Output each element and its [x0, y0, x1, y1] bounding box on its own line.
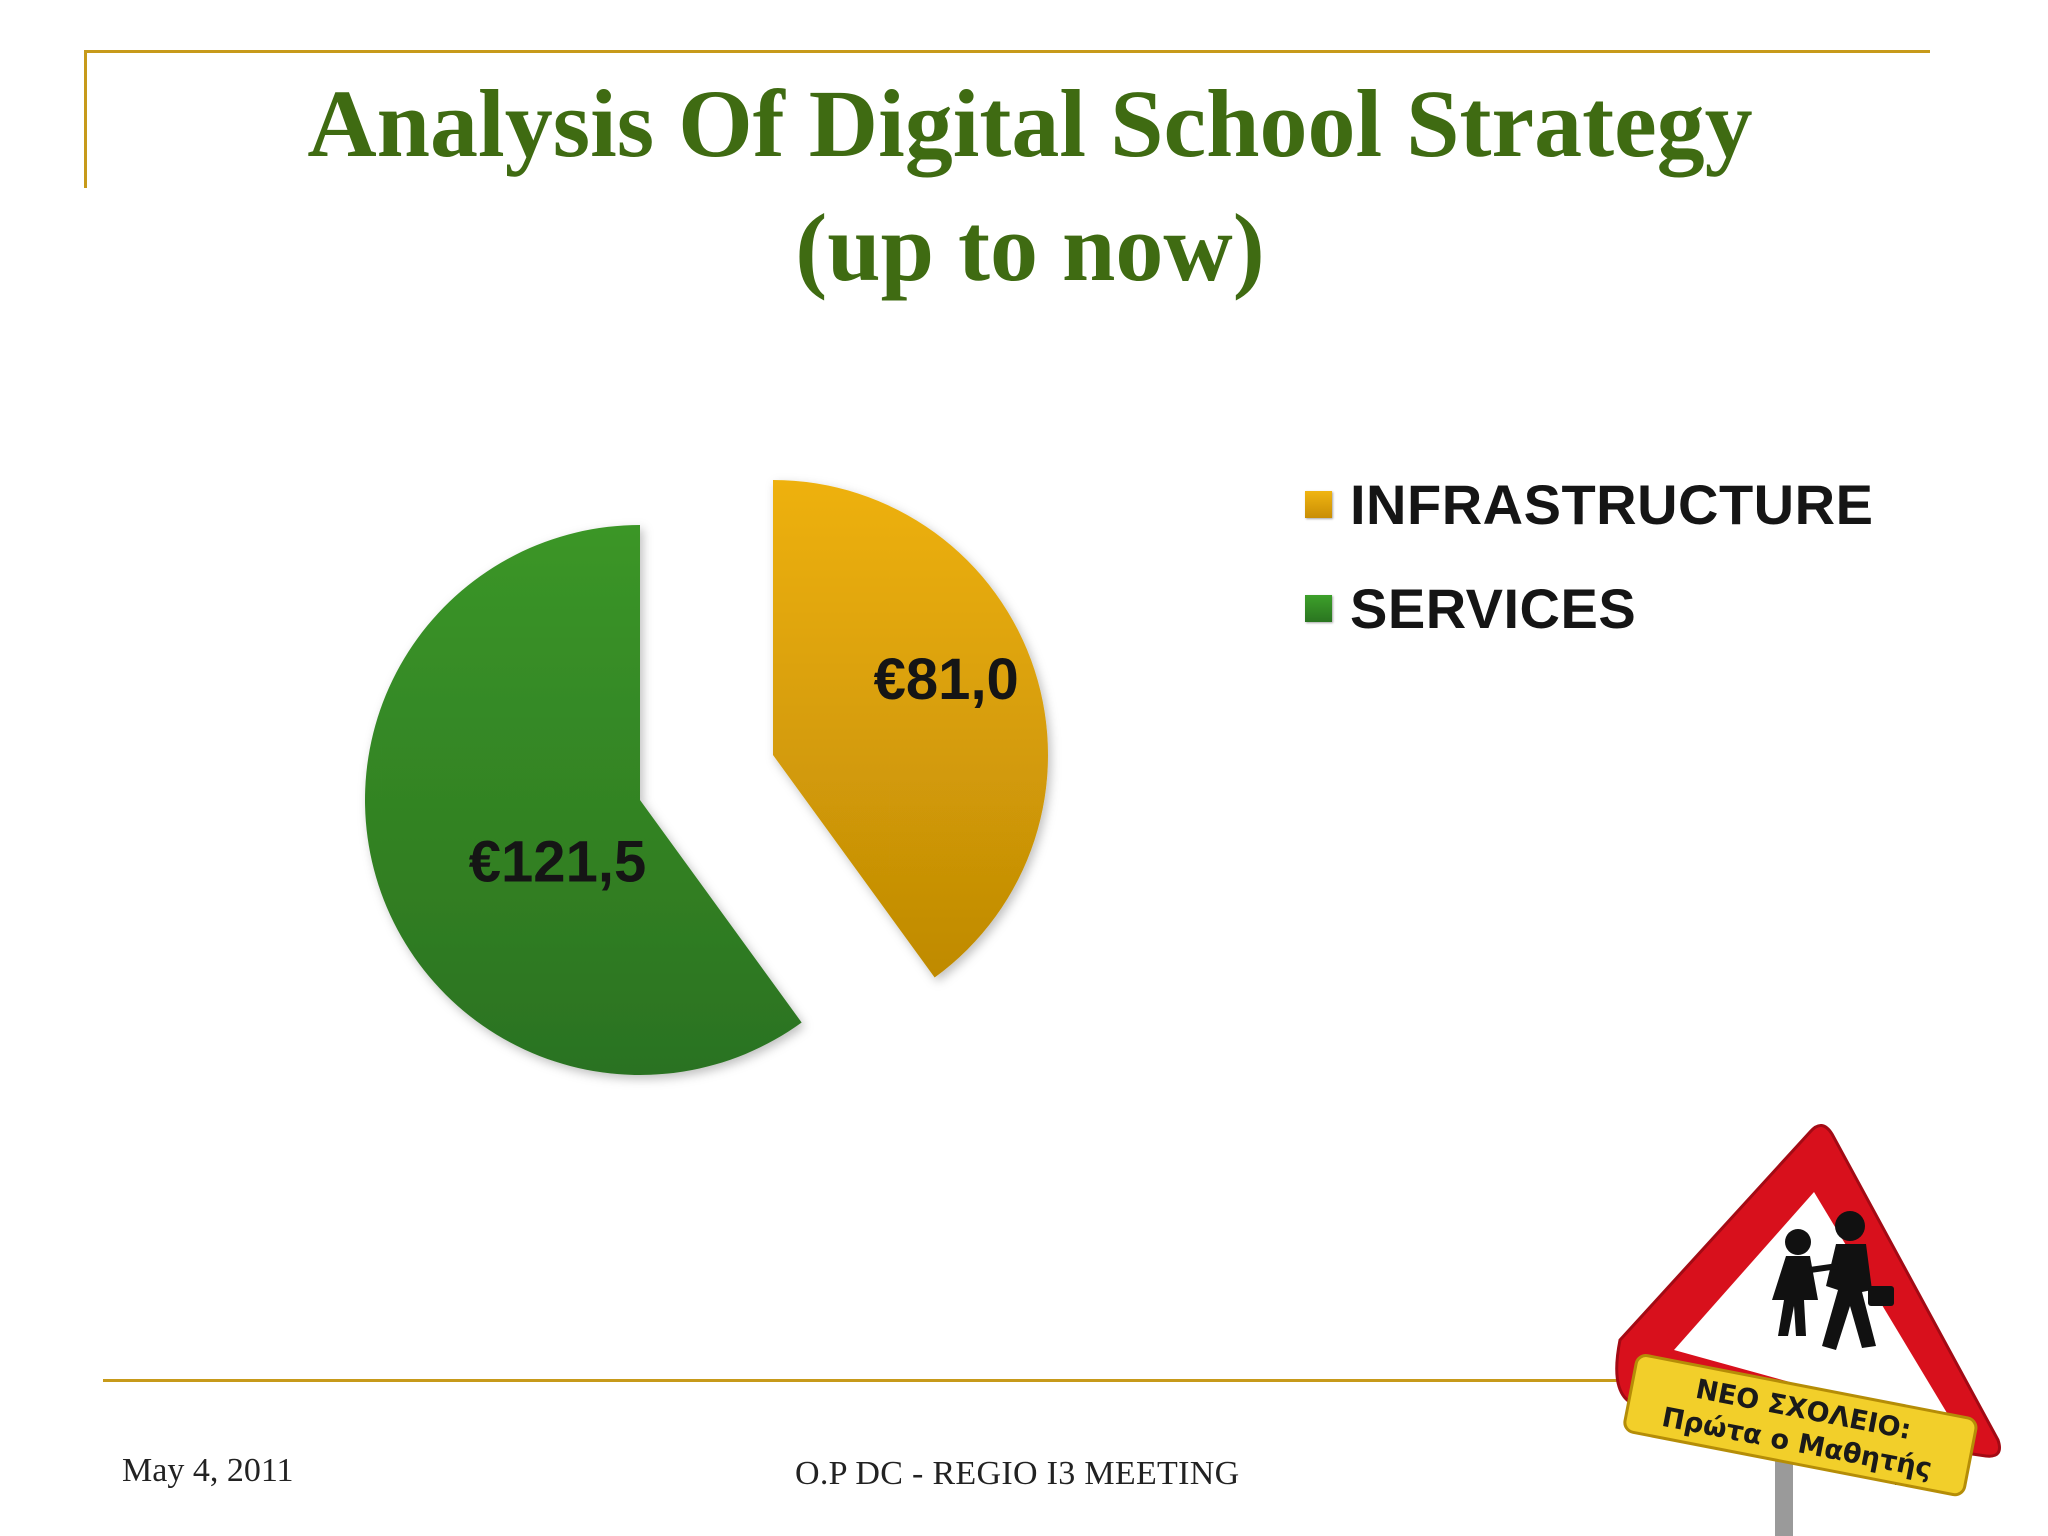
chart-legend: INFRASTRUCTURE SERVICES	[1305, 452, 1873, 660]
legend-item-services: SERVICES	[1305, 556, 1873, 660]
school-children-warning-sign-icon: ΝΕΟ ΣΧΟΛΕΙΟ: Πρώτα ο Μαθητής	[1615, 1124, 2001, 1536]
footer-date: May 4, 2011	[122, 1452, 294, 1489]
slice-value-label: €81,0	[874, 647, 1019, 712]
title-line-2: (up to now)	[795, 194, 1265, 301]
legend-label: INFRASTRUCTURE	[1350, 472, 1874, 536]
footer-title: O.P DC - REGIO I3 MEETING	[795, 1455, 1240, 1492]
pie-slice-services	[364, 525, 802, 1075]
top-rule	[84, 50, 1930, 53]
legend-item-infrastructure: INFRASTRUCTURE	[1305, 452, 1873, 556]
legend-swatch-infrastructure	[1305, 490, 1332, 518]
legend-label: SERVICES	[1350, 576, 1637, 640]
page-title: Analysis Of Digital School Strategy (up …	[120, 62, 1940, 310]
bottom-rule	[103, 1379, 1945, 1382]
left-rule	[84, 50, 87, 188]
slice-value-label: €121,5	[469, 829, 646, 894]
title-line-1: Analysis Of Digital School Strategy	[307, 70, 1753, 177]
pie-slice-infrastructure	[773, 480, 1048, 978]
legend-swatch-services	[1305, 594, 1332, 622]
